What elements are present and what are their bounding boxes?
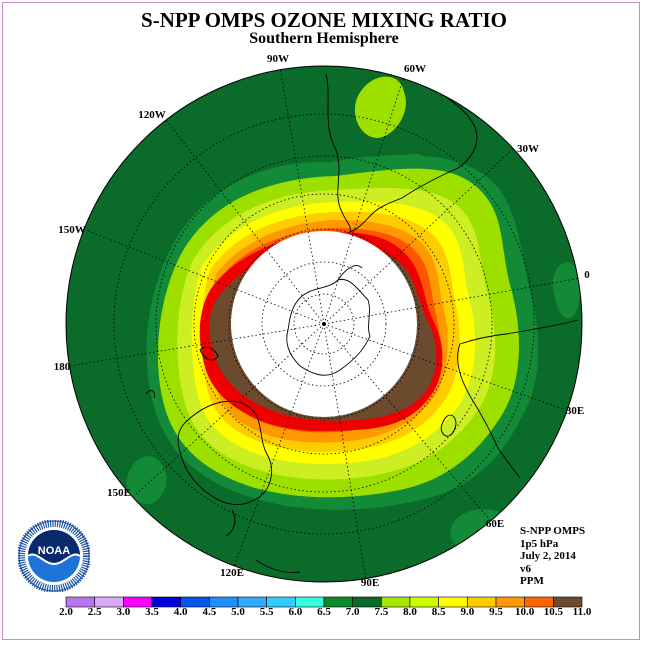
colorbar-tick-label: 3.0 (116, 606, 131, 618)
info-date: July 2, 2014 (520, 550, 576, 562)
colorbar-tick-label: 11.0 (572, 606, 592, 618)
colorbar-tick-label: 3.5 (145, 606, 159, 618)
colorbar-tick-label: 8.5 (431, 606, 446, 618)
colorbar-tick-label: 4.5 (202, 606, 217, 618)
colorbar-tick-label: 4.0 (173, 606, 188, 618)
colorbar-tick-label: 8.0 (403, 606, 417, 618)
patch-60w (354, 76, 406, 138)
colorbar-tick-label: 6.0 (288, 606, 303, 618)
colorbar-tick-label: 7.0 (345, 606, 360, 618)
colorbar-tick-label: 6.5 (317, 606, 331, 618)
figure-frame (2, 2, 640, 640)
noaa-logo-text: NOAA (38, 545, 70, 557)
globe-outline (65, 65, 583, 583)
meridians (69, 67, 581, 581)
colorbar-tick-label: 2.5 (87, 606, 102, 618)
info-instrument: S-NPP OMPS (520, 525, 586, 537)
latitude-circles (113, 113, 535, 535)
colorbar (65, 596, 583, 608)
lon-label-120w: 120W (138, 109, 166, 121)
lon-label-90w: 90W (267, 53, 289, 65)
figure-subtitle: Southern Hemisphere (249, 30, 399, 47)
colorbar-tick-label: 2.0 (59, 606, 73, 618)
colorbar-tick-label: 9.0 (460, 606, 475, 618)
colorbar-tick-label: 5.0 (231, 606, 245, 618)
lon-label-0: 0 (584, 269, 590, 281)
lon-label-30w: 30W (517, 143, 539, 155)
info-pressure: 1p5 hPa (520, 537, 559, 550)
lon-label-90e: 90E (361, 577, 379, 589)
info-version: v6 (520, 562, 531, 575)
figure-title: S-NPP OMPS OZONE MIXING RATIO (141, 8, 507, 32)
colorbar-tick-label: 10.0 (515, 606, 535, 618)
lon-label-120e: 120E (220, 567, 244, 579)
colorbar-tick-label: 9.5 (489, 606, 503, 618)
south-pole-marker (322, 322, 326, 326)
lon-label-150w: 150W (58, 224, 86, 236)
lon-label-150e: 150E (107, 487, 131, 499)
colorbar-tick-label: 5.5 (259, 606, 274, 618)
colorbar-tick-label: 10.5 (543, 606, 563, 618)
patch-150e (126, 456, 167, 505)
info-units: PPM (520, 575, 544, 587)
product-info: S-NPP OMPS 1p5 hPa July 2, 2014 v6 PPM (520, 525, 585, 588)
lon-label-60w: 60W (404, 63, 426, 75)
lon-label-30e: 30E (566, 405, 584, 417)
lon-label-180: 180 (54, 361, 71, 373)
colorbar-segment (553, 596, 583, 608)
patch-0 (553, 262, 580, 319)
lon-label-60e: 60E (486, 518, 504, 530)
colorbar-tick-label: 7.5 (374, 606, 389, 618)
noaa-logo: NOAA (18, 520, 90, 592)
